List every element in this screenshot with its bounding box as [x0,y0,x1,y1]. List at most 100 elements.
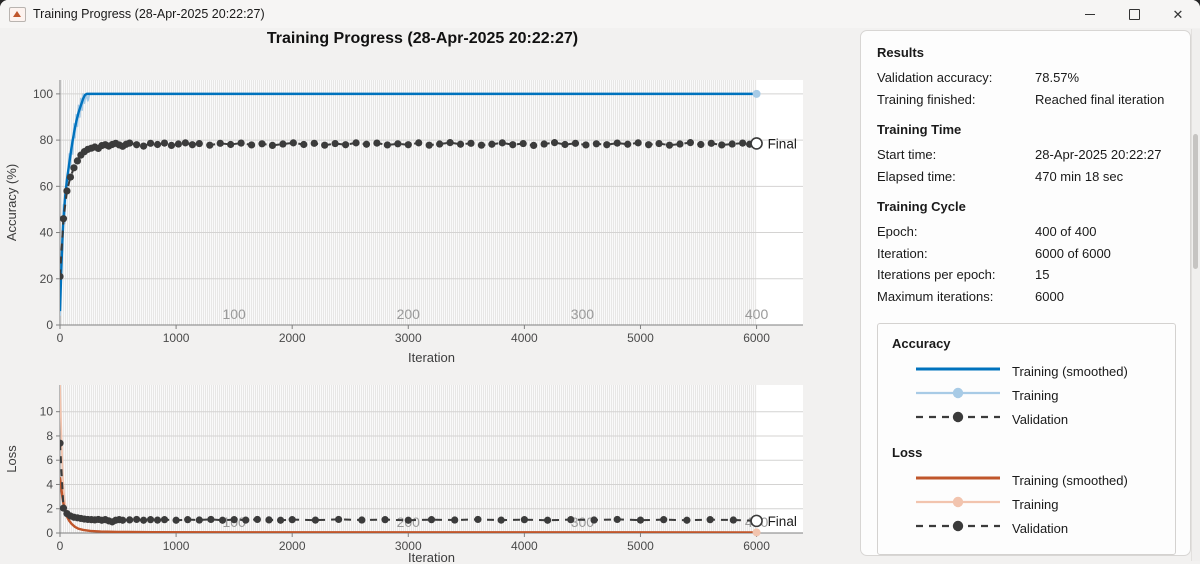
training-smoothed-line-icon [914,470,1002,491]
svg-text:5000: 5000 [627,539,654,553]
loss-chart: 0100020003000400050006000024681010020030… [4,385,803,564]
results-section: Results Validation accuracy: 78.57% Trai… [877,45,1176,110]
legend-label: Training (smoothed) [1012,472,1128,488]
legend-label: Training (smoothed) [1012,363,1128,379]
legend-heading: Loss [892,445,923,460]
svg-text:4000: 4000 [511,331,538,345]
info-row: Maximum iterations: 6000 [877,286,1176,308]
validation-line-icon [914,409,1002,430]
svg-text:8: 8 [46,429,53,443]
svg-text:3000: 3000 [395,331,422,345]
window-titlebar: Training Progress (28-Apr-2025 20:22:27)… [0,0,1200,28]
minimize-button[interactable] [1068,0,1112,28]
svg-text:1000: 1000 [163,539,190,553]
svg-text:6: 6 [46,453,53,467]
legend-entry: Training (smoothed) [892,359,1165,383]
info-value: 15 [1035,267,1050,282]
svg-text:20: 20 [40,272,54,286]
results-panel: Results Validation accuracy: 78.57% Trai… [860,30,1191,556]
close-icon: ✕ [1172,6,1184,22]
legend-group-accuracy: Accuracy Training (smoothed) Training Va… [892,336,1165,431]
svg-text:1000: 1000 [163,331,190,345]
info-label: Elapsed time: [877,168,956,184]
svg-text:40: 40 [40,226,54,240]
legend-label: Training [1012,387,1059,403]
info-value: 6000 [1035,288,1064,304]
info-label: Epoch: [877,224,918,239]
svg-text:Loss: Loss [4,445,19,473]
svg-text:80: 80 [40,133,54,147]
info-row: Epoch: 400 of 400 [877,221,1176,243]
training-line-icon [914,494,1002,515]
legend-heading: Accuracy [892,336,951,351]
svg-text:300: 300 [571,306,595,322]
training-cycle-section: Training Cycle Epoch: 400 of 400 Iterati… [877,199,1176,307]
svg-text:300: 300 [571,514,595,530]
legend-entry: Validation [892,407,1165,431]
info-value: 28-Apr-2025 20:22:27 [1035,147,1162,162]
svg-text:0: 0 [46,526,53,540]
svg-text:4000: 4000 [511,539,538,553]
svg-text:0: 0 [46,318,53,332]
svg-text:10: 10 [40,405,54,419]
training-smoothed-line-icon [914,361,1002,382]
info-label: Validation accuracy: [877,70,993,85]
svg-text:2000: 2000 [279,539,306,553]
svg-text:Iteration: Iteration [408,550,455,564]
info-value: 6000 of 6000 [1035,245,1111,261]
window-controls: ✕ [1068,0,1200,28]
svg-text:3000: 3000 [395,539,422,553]
legend-group-loss: Loss Training (smoothed) Training Valida… [892,445,1165,540]
legend-entry: Training [892,383,1165,407]
svg-text:100: 100 [33,87,53,101]
info-label: Iterations per epoch: [877,267,996,282]
info-row: Start time: 28-Apr-2025 20:22:27 [877,144,1176,166]
section-heading: Training Time [877,122,962,137]
info-row: Training finished: Reached final iterati… [877,89,1176,111]
legend-label: Validation [1012,520,1069,536]
svg-text:6000: 6000 [743,539,770,553]
scrollbar-thumb[interactable] [1193,134,1198,269]
svg-text:Final: Final [768,514,797,529]
info-label: Iteration: [877,245,928,261]
training-line-icon [914,385,1002,406]
info-label: Start time: [877,147,937,162]
section-heading: Training Cycle [877,199,966,214]
legend-box: Accuracy Training (smoothed) Training Va… [877,323,1176,555]
svg-text:0: 0 [57,539,64,553]
info-value: 78.57% [1035,70,1080,85]
section-heading: Results [877,45,924,60]
svg-text:Accuracy (%): Accuracy (%) [4,164,19,241]
info-value: 400 of 400 [1035,224,1097,239]
svg-text:Iteration: Iteration [408,350,455,365]
info-label: Training finished: [877,91,976,107]
svg-text:Final: Final [768,136,797,151]
info-row: Validation accuracy: 78.57% [877,67,1176,89]
info-row: Elapsed time: 470 min 18 sec [877,166,1176,188]
info-row: Iterations per epoch: 15 [877,264,1176,286]
info-row: Iteration: 6000 of 6000 [877,243,1176,265]
svg-text:2: 2 [46,502,53,516]
training-time-section: Training Time Start time: 28-Apr-2025 20… [877,122,1176,187]
svg-text:6000: 6000 [743,331,770,345]
legend-entry: Training [892,492,1165,516]
svg-text:60: 60 [40,179,54,193]
info-value: Reached final iteration [1035,91,1165,107]
vertical-scrollbar[interactable] [1191,29,1200,561]
svg-text:200: 200 [397,306,421,322]
legend-label: Validation [1012,411,1069,427]
svg-text:100: 100 [222,306,246,322]
minimize-icon [1085,13,1095,15]
legend-label: Training [1012,496,1059,512]
legend-entry: Training (smoothed) [892,468,1165,492]
validation-line-icon [914,518,1002,539]
close-button[interactable]: ✕ [1156,0,1200,28]
info-label: Maximum iterations: [877,288,994,304]
maximize-icon [1128,8,1140,20]
info-value: 470 min 18 sec [1035,168,1124,184]
maximize-button[interactable] [1112,0,1156,28]
page-title: Training Progress (28-Apr-2025 20:22:27) [266,30,579,47]
svg-text:400: 400 [745,306,769,322]
svg-text:4: 4 [46,477,53,491]
